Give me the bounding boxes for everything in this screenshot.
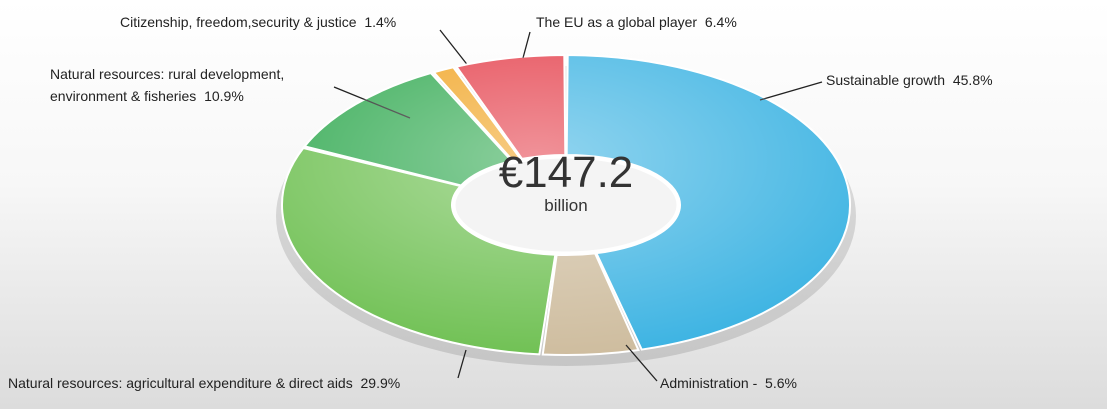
category-label: Natural resources: agricultural expendit… [8,375,353,391]
value-label: 45.8% [952,72,993,88]
leader-line [759,81,823,101]
value-label: 29.9% [360,375,401,391]
center-label-box: €147.2 billion [450,150,682,216]
category-label: Citizenship, freedom,security & justice [120,14,357,30]
category-label: Natural resources: rural development, en… [50,66,285,104]
value-label: 10.9% [204,88,244,104]
center-label: €147.2 [498,148,634,197]
center-sublabel: billion [544,196,588,215]
slice-label: Administration - 5.6% [660,372,797,394]
slice-label: Natural resources: agricultural expendit… [8,372,400,394]
category-label: The EU as a global player [536,14,698,30]
slice-label: The EU as a global player 6.4% [536,11,737,33]
hole [452,155,680,255]
category-label: Sustainable growth [826,72,946,88]
category-label: Administration - [660,375,758,391]
value-label: 5.6% [765,375,797,391]
value-label: 6.4% [704,14,737,30]
slice-label: Citizenship, freedom,security & justice … [120,11,396,33]
leader-line [522,31,531,59]
slice-label: Sustainable growth 45.8% [826,69,993,91]
slice-label: Natural resources: rural development, en… [50,63,340,107]
value-label: 1.4% [364,14,397,30]
